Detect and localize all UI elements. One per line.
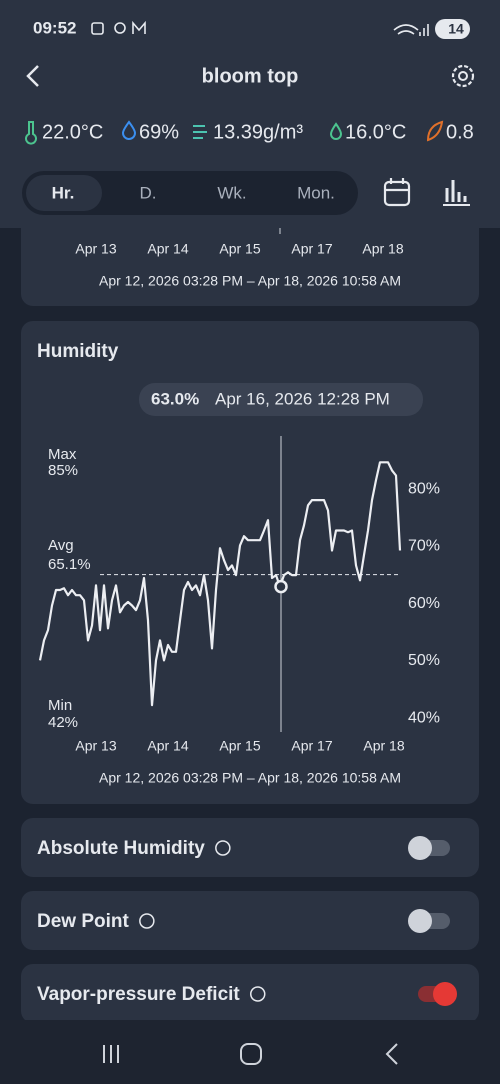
x-tick-label: Apr 14 — [147, 738, 188, 754]
vpd: 0.8 — [446, 121, 474, 143]
top-card — [21, 228, 479, 306]
y-tick-label: 40% — [408, 709, 440, 726]
nav-bar — [0, 1020, 500, 1084]
stat-value: 65.1% — [48, 556, 91, 573]
battery-level: 14 — [448, 21, 464, 37]
stat-label: Avg — [48, 537, 74, 554]
tooltip-date: Apr 16, 2026 12:28 PM — [215, 389, 390, 408]
humidity: 69% — [139, 121, 179, 143]
battery — [435, 19, 470, 39]
toggle-card — [21, 891, 479, 950]
settings-button[interactable] — [451, 64, 475, 88]
humidity-line — [38, 461, 402, 707]
y-tick-label: 80% — [408, 480, 440, 497]
toggle-card — [21, 964, 479, 1023]
x-tick-label: Apr 14 — [147, 241, 188, 257]
recents-button[interactable] — [103, 1045, 119, 1063]
chart-title: Humidity — [37, 341, 119, 362]
x-tick-label: Apr 15 — [219, 241, 260, 257]
absolute-humidity: 13.39g/m³ — [213, 121, 303, 143]
stat-value: 85% — [48, 462, 78, 479]
x-tick-label: Apr 18 — [363, 738, 404, 754]
toggle-knob[interactable] — [408, 836, 432, 860]
tooltip — [139, 383, 423, 416]
stat-value: 42% — [48, 714, 78, 731]
tab[interactable]: Wk. — [217, 183, 246, 202]
back-button[interactable] — [26, 65, 39, 87]
clock: 09:52 — [33, 18, 76, 37]
tab-bar — [22, 171, 358, 215]
help-icon[interactable] — [215, 840, 231, 856]
dew-point: 16.0°C — [345, 121, 406, 143]
toggle-card — [21, 818, 479, 877]
cursor-point — [274, 579, 288, 594]
y-tick-label: 70% — [408, 538, 440, 555]
top-range: Apr 12, 2026 03:28 PM – Apr 18, 2026 10:… — [99, 273, 401, 289]
reading-icons — [25, 120, 444, 145]
x-tick-label: Apr 13 — [75, 241, 116, 257]
tab[interactable]: Mon. — [297, 183, 335, 202]
page-title: bloom top — [202, 65, 299, 87]
calendar-button[interactable] — [383, 178, 411, 207]
toggle-label: Absolute Humidity — [37, 838, 205, 859]
x-tick-label: Apr 15 — [219, 738, 260, 754]
tab[interactable]: Hr. — [52, 183, 75, 202]
x-tick-label: Apr 17 — [291, 241, 332, 257]
toggle-label: Dew Point — [37, 911, 130, 932]
humidity-card — [21, 321, 479, 804]
x-tick-label: Apr 18 — [362, 241, 403, 257]
x-tick-label: Apr 17 — [291, 738, 332, 754]
tooltip-value: 63.0% — [151, 389, 199, 408]
bar-chart-button[interactable] — [443, 180, 470, 206]
help-icon[interactable] — [139, 913, 155, 929]
tab[interactable]: D. — [140, 183, 157, 202]
stat-label: Min — [48, 697, 72, 714]
tab-selected — [26, 175, 102, 211]
x-tick-label: Apr 13 — [75, 738, 116, 754]
chart-range: Apr 12, 2026 03:28 PM – Apr 18, 2026 10:… — [99, 770, 401, 786]
toggle-knob[interactable] — [408, 909, 432, 933]
stat-label: Max — [48, 446, 77, 463]
temperature: 22.0°C — [42, 121, 103, 143]
y-tick-label: 60% — [408, 595, 440, 612]
home-button[interactable] — [240, 1043, 262, 1065]
nav-back-button[interactable] — [385, 1043, 398, 1065]
status-icons — [91, 20, 429, 36]
y-tick-label: 50% — [408, 652, 440, 669]
toggle-label: Vapor-pressure Deficit — [37, 984, 240, 1005]
help-icon[interactable] — [250, 986, 266, 1002]
toggle-knob[interactable] — [433, 982, 457, 1006]
